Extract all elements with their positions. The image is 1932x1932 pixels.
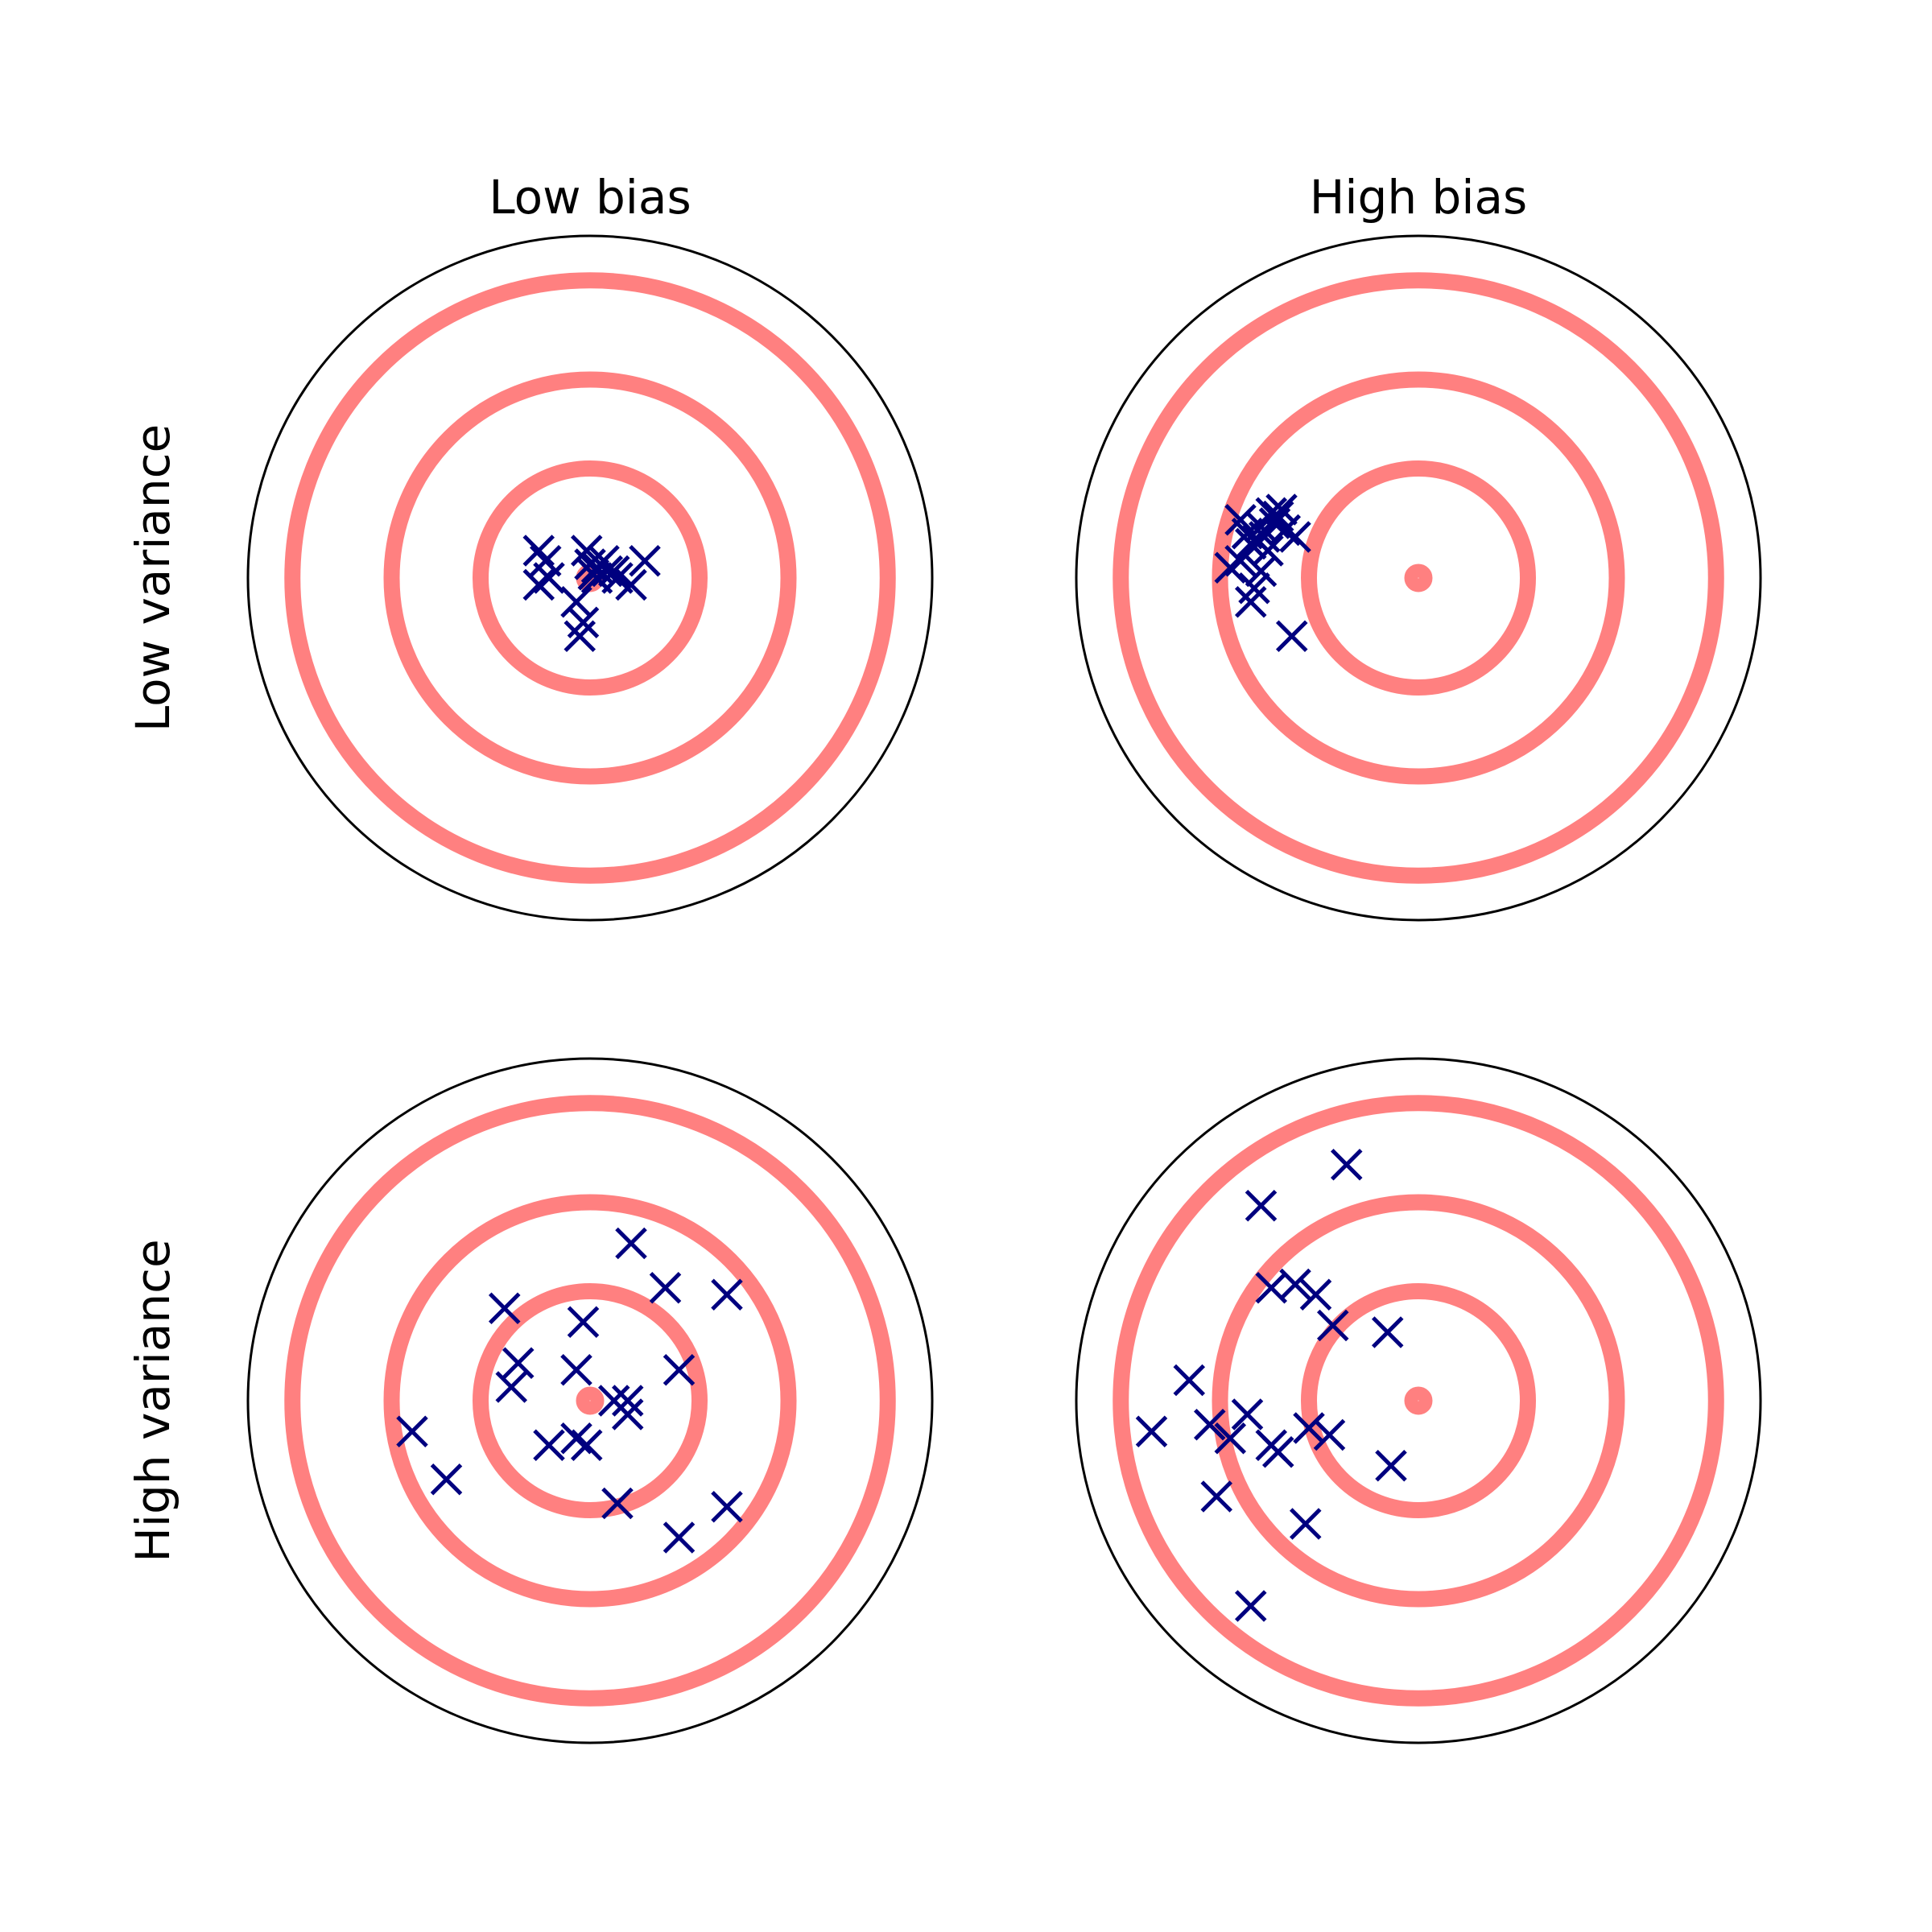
data-point	[560, 1353, 592, 1386]
data-point	[1289, 1508, 1322, 1540]
data-point	[615, 1227, 647, 1260]
data-point	[1299, 1278, 1332, 1311]
target-ring-1	[473, 1283, 708, 1518]
target-panels	[246, 234, 1762, 1744]
data-point	[533, 1429, 565, 1462]
target-ring-3	[1113, 272, 1724, 884]
data-point	[564, 620, 597, 653]
column-label-low-bias: Low bias	[489, 170, 691, 225]
data-point	[663, 1521, 696, 1554]
target-ring-1	[1301, 460, 1536, 696]
data-point	[1275, 620, 1308, 653]
data-point	[597, 555, 630, 588]
data-point	[396, 1415, 428, 1448]
data-point	[1245, 555, 1278, 588]
data-point	[1234, 1590, 1267, 1622]
data-point	[1245, 1189, 1278, 1222]
target-ring-3	[284, 272, 896, 884]
data-point	[533, 562, 565, 594]
data-point	[1214, 1422, 1247, 1455]
data-point	[522, 568, 555, 601]
target-ring-2	[383, 371, 797, 785]
data-point	[711, 1278, 743, 1311]
data-point	[611, 1385, 644, 1417]
target-ring-1	[473, 460, 708, 696]
target-ring-2	[383, 1194, 797, 1608]
data-point	[1261, 1435, 1294, 1468]
data-point	[1234, 585, 1267, 618]
outer-circle	[1075, 234, 1762, 922]
panel-low-bias-high-variance	[246, 1057, 934, 1744]
column-label-high-bias: High bias	[1310, 170, 1527, 225]
data-point	[560, 585, 592, 618]
data-point	[430, 1463, 463, 1496]
outer-circle	[246, 1057, 934, 1744]
data-point	[1375, 1449, 1407, 1482]
target-ring-0	[1404, 564, 1433, 592]
target-ring-3	[1113, 1095, 1724, 1707]
data-point	[1313, 1418, 1346, 1451]
row-label-low-variance: Low variance	[126, 424, 180, 732]
data-point	[1293, 1412, 1325, 1444]
panel-low-bias-low-variance	[246, 234, 934, 922]
data-point	[1371, 1316, 1404, 1348]
data-point	[615, 568, 647, 601]
target-ring-0	[1404, 1386, 1433, 1415]
target-ring-2	[1212, 1194, 1625, 1608]
outer-circle	[246, 234, 934, 922]
data-point	[1252, 535, 1284, 567]
data-point	[1261, 500, 1294, 533]
data-point	[1224, 544, 1257, 577]
data-point	[1330, 1148, 1363, 1181]
data-point	[611, 1398, 644, 1430]
data-point	[601, 1487, 634, 1520]
row-label-high-variance: High variance	[126, 1239, 180, 1562]
data-point	[1135, 1415, 1168, 1448]
data-point	[1200, 1480, 1233, 1513]
data-point	[567, 1306, 600, 1339]
data-point	[522, 535, 555, 567]
data-point	[580, 562, 613, 594]
data-point	[711, 1490, 743, 1523]
data-point	[488, 1292, 521, 1325]
target-ring-1	[1301, 1283, 1536, 1518]
data-point	[1173, 1364, 1206, 1397]
data-point	[1279, 1268, 1311, 1301]
data-point	[1316, 1309, 1349, 1342]
outer-circle	[1075, 1057, 1762, 1744]
panel-high-bias-low-variance	[1075, 234, 1762, 922]
data-point	[570, 1429, 603, 1462]
data-point	[502, 1347, 535, 1380]
data-point	[663, 1353, 696, 1386]
data-point	[560, 1422, 592, 1455]
target-ring-0	[576, 1386, 605, 1415]
data-point	[1279, 521, 1311, 553]
data-point	[649, 1271, 682, 1304]
panel-high-bias-high-variance	[1075, 1057, 1762, 1744]
data-point	[495, 1371, 528, 1403]
target-ring-3	[284, 1095, 896, 1707]
data-point	[629, 544, 661, 577]
data-point	[1193, 1408, 1226, 1441]
data-point	[1231, 1398, 1264, 1430]
